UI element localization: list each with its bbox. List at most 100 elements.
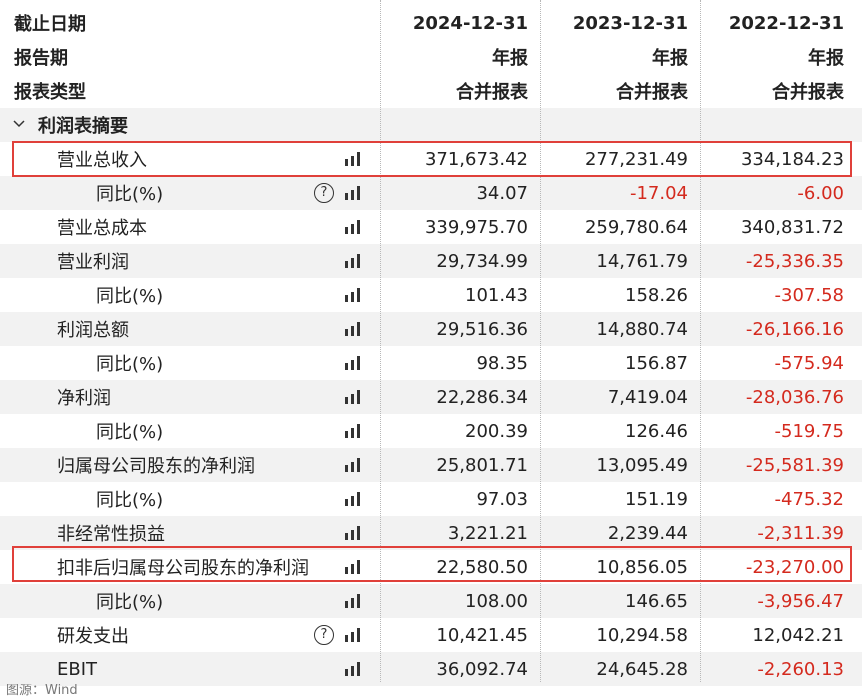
bar-chart-icon[interactable] [345, 356, 363, 370]
help-circle-icon[interactable]: ? [314, 625, 334, 645]
row-value-col1: 25,801.71 [436, 454, 528, 476]
column-divider [700, 0, 701, 682]
row-value-col3: -25,581.39 [745, 454, 844, 476]
section-title: 利润表摘要 [38, 116, 128, 137]
row-value-col2: 10,294.58 [596, 624, 688, 646]
header-col3-date: 2022-12-31 [728, 12, 844, 34]
bar-chart-icon[interactable] [345, 186, 363, 200]
row-value-col1: 97.03 [476, 488, 528, 510]
row-value-col2: 156.87 [625, 352, 688, 374]
row-value-col3: 12,042.21 [752, 624, 844, 646]
row-value-col3: -25,336.35 [745, 250, 844, 272]
row-value-col3: -519.75 [774, 420, 844, 442]
row-value-col3: -28,036.76 [745, 386, 844, 408]
column-divider [380, 0, 381, 682]
bar-chart-icon[interactable] [345, 254, 363, 268]
row-value-col1: 34.07 [476, 182, 528, 204]
table-row: 同比(%)? 34.07 -17.04 -6.00 [0, 176, 862, 210]
row-value-col1: 36,092.74 [436, 658, 528, 680]
row-label: 非经常性损益 [57, 524, 165, 545]
table-row: 营业总收入 371,673.42 277,231.49 334,184.23 [0, 142, 862, 176]
row-value-col2: 10,856.05 [596, 556, 688, 578]
row-value-col3: -3,956.47 [757, 590, 844, 612]
row-value-col1: 3,221.21 [447, 522, 528, 544]
table-row: 同比(%) 97.03 151.19 -475.32 [0, 482, 862, 516]
header-col3-period: 年报 [808, 48, 844, 69]
header-col2-period: 年报 [652, 48, 688, 69]
row-value-col1: 29,516.36 [436, 318, 528, 340]
help-circle-icon[interactable]: ? [314, 183, 334, 203]
bar-chart-icon[interactable] [345, 288, 363, 302]
row-label: 扣非后归属母公司股东的净利润 [57, 558, 309, 579]
row-value-col1: 22,580.50 [436, 556, 528, 578]
row-label: 研发支出 [57, 626, 129, 647]
bar-chart-icon[interactable] [345, 492, 363, 506]
row-value-col3: -2,311.39 [757, 522, 844, 544]
row-value-col2: 14,880.74 [596, 318, 688, 340]
row-label: 营业总收入 [57, 150, 147, 171]
header-period-label: 报告期 [14, 48, 68, 69]
row-label: 同比(%) [96, 592, 164, 613]
row-label: 同比(%) [96, 354, 164, 375]
row-label: 利润总额 [57, 320, 129, 341]
header-row-type: 报表类型 合并报表 合并报表 合并报表 [0, 74, 862, 108]
row-value-col2: 146.65 [625, 590, 688, 612]
table-row: EBIT 36,092.74 24,645.28 -2,260.13 [0, 652, 862, 686]
header-date-label: 截止日期 [14, 14, 86, 35]
bar-chart-icon[interactable] [345, 458, 363, 472]
row-value-col3: -2,260.13 [757, 658, 844, 680]
section-row[interactable]: 利润表摘要 [0, 108, 862, 142]
bar-chart-icon[interactable] [345, 152, 363, 166]
row-value-col3: -6.00 [797, 182, 844, 204]
header-col1-period: 年报 [492, 48, 528, 69]
row-value-col1: 371,673.42 [424, 148, 528, 170]
row-value-col2: 126.46 [625, 420, 688, 442]
header-col3-type: 合并报表 [772, 82, 844, 103]
header-col2-date: 2023-12-31 [572, 12, 688, 34]
table-row: 营业利润 29,734.99 14,761.79 -25,336.35 [0, 244, 862, 278]
row-value-col2: 14,761.79 [596, 250, 688, 272]
bar-chart-icon[interactable] [345, 662, 363, 676]
row-value-col2: 151.19 [625, 488, 688, 510]
table-row: 同比(%) 98.35 156.87 -575.94 [0, 346, 862, 380]
header-col2-type: 合并报表 [616, 82, 688, 103]
bar-chart-icon[interactable] [345, 628, 363, 642]
row-value-col1: 10,421.45 [436, 624, 528, 646]
row-value-col2: 277,231.49 [584, 148, 688, 170]
row-value-col1: 108.00 [465, 590, 528, 612]
bar-chart-icon[interactable] [345, 220, 363, 234]
table-row: 营业总成本 339,975.70 259,780.64 340,831.72 [0, 210, 862, 244]
header-type-label: 报表类型 [14, 82, 86, 103]
row-value-col3: -26,166.16 [745, 318, 844, 340]
row-value-col3: -307.58 [774, 284, 844, 306]
table-row: 同比(%) 200.39 126.46 -519.75 [0, 414, 862, 448]
row-value-col1: 339,975.70 [424, 216, 528, 238]
chevron-down-icon[interactable] [12, 116, 26, 134]
table-row: 研发支出? 10,421.45 10,294.58 12,042.21 [0, 618, 862, 652]
row-value-col1: 29,734.99 [436, 250, 528, 272]
row-value-col1: 98.35 [476, 352, 528, 374]
bar-chart-icon[interactable] [345, 526, 363, 540]
row-label: 营业总成本 [57, 218, 147, 239]
row-value-col1: 200.39 [465, 420, 528, 442]
column-divider [540, 0, 541, 682]
header-row-period: 报告期 年报 年报 年报 [0, 40, 862, 74]
row-value-col2: 7,419.04 [607, 386, 688, 408]
bar-chart-icon[interactable] [345, 424, 363, 438]
bar-chart-icon[interactable] [345, 594, 363, 608]
row-label: EBIT [57, 658, 98, 680]
row-value-col1: 101.43 [465, 284, 528, 306]
header-row-date: 截止日期 2024-12-31 2023-12-31 2022-12-31 [0, 6, 862, 40]
row-value-col2: 13,095.49 [596, 454, 688, 476]
row-value-col2: 2,239.44 [607, 522, 688, 544]
row-value-col2: 259,780.64 [584, 216, 688, 238]
table-row: 利润总额 29,516.36 14,880.74 -26,166.16 [0, 312, 862, 346]
table-row: 同比(%) 101.43 158.26 -307.58 [0, 278, 862, 312]
bar-chart-icon[interactable] [345, 560, 363, 574]
table-row: 非经常性损益 3,221.21 2,239.44 -2,311.39 [0, 516, 862, 550]
bar-chart-icon[interactable] [345, 322, 363, 336]
table-row: 扣非后归属母公司股东的净利润 22,580.50 10,856.05 -23,270.… [0, 550, 862, 584]
bar-chart-icon[interactable] [345, 390, 363, 404]
row-label: 归属母公司股东的净利润 [57, 456, 255, 477]
header-col1-date: 2024-12-31 [412, 12, 528, 34]
